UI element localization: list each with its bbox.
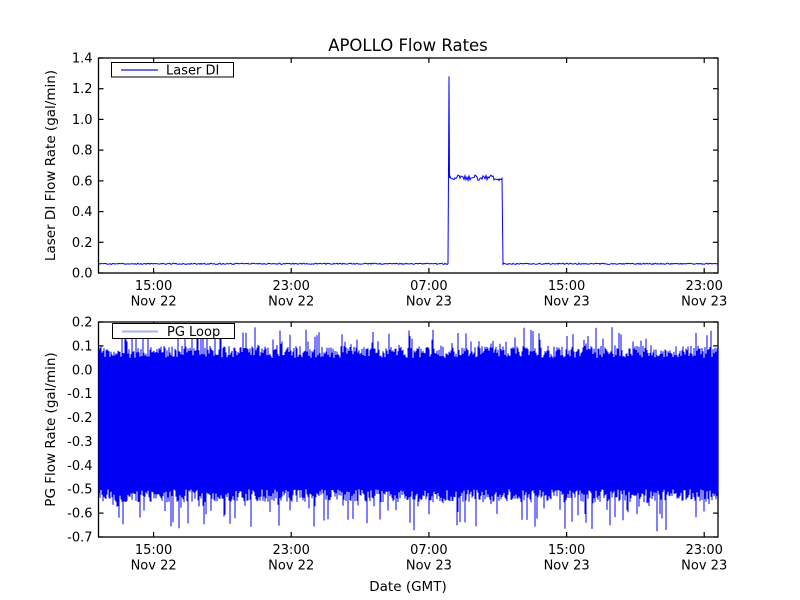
legend-label: PG Loop: [167, 325, 220, 340]
x-tick-time-label: 15:00: [548, 279, 585, 294]
x-tick-time-label: 15:00: [135, 543, 172, 558]
y-tick-label: 0.1: [72, 339, 93, 354]
y-tick-label: -0.2: [67, 411, 92, 426]
pg-loop-series: [98, 327, 719, 532]
y-tick-label: 1.2: [72, 82, 93, 97]
x-tick-time-label: 23:00: [685, 279, 722, 294]
x-tick-date-label: Nov 22: [131, 295, 177, 310]
y-tick-label: -0.6: [67, 507, 92, 522]
y-tick-label: 0.2: [72, 316, 93, 331]
x-tick-date-label: Nov 23: [406, 559, 452, 574]
x-tick-time-label: 15:00: [548, 543, 585, 558]
y-tick-label: -0.7: [67, 531, 92, 546]
x-tick-date-label: Nov 23: [681, 559, 727, 574]
legend-box: [112, 323, 235, 339]
x-tick-time-label: 07:00: [410, 279, 447, 294]
x-tick-date-label: Nov 23: [406, 295, 452, 310]
laser-di-line: [98, 76, 719, 266]
chart-title: APOLLO Flow Rates: [328, 36, 488, 55]
x-tick-time-label: 07:00: [410, 543, 447, 558]
y-tick-label: 1.4: [72, 52, 93, 67]
x-tick-date-label: Nov 22: [131, 559, 177, 574]
y-tick-label: -0.4: [67, 459, 92, 474]
y-tick-label: 0.4: [72, 205, 93, 220]
y-tick-label: -0.5: [67, 483, 92, 498]
pg-y-axis-label: PG Flow Rate (gal/min): [43, 352, 59, 506]
laser-di-series: [98, 76, 719, 266]
x-tick-date-label: Nov 23: [544, 559, 590, 574]
y-tick-label: 0.0: [72, 267, 93, 282]
legend-pg-loop: PG Loop: [112, 323, 235, 340]
x-tick-time-label: 23:00: [272, 279, 309, 294]
y-tick-label: 0.8: [72, 144, 93, 159]
legend-laser-di: Laser DI: [111, 62, 234, 79]
y-tick-label: 0.2: [72, 236, 93, 251]
legend-label: Laser DI: [166, 64, 219, 79]
x-tick-date-label: Nov 22: [268, 295, 314, 310]
y-tick-label: 0.6: [72, 174, 93, 189]
x-tick-date-label: Nov 23: [681, 295, 727, 310]
y-tick-label: 0.0: [72, 363, 93, 378]
y-tick-label: -0.3: [67, 435, 92, 450]
x-tick-time-label: 23:00: [272, 543, 309, 558]
pg-loop-noise-band: [98, 327, 719, 532]
x-tick-time-label: 15:00: [135, 279, 172, 294]
x-axis-label: Date (GMT): [369, 579, 446, 595]
x-tick-date-label: Nov 22: [268, 559, 314, 574]
laser-di-y-axis-label: Laser DI Flow Rate (gal/min): [43, 70, 59, 261]
axes-border: [97, 57, 719, 274]
legend-box: [111, 62, 234, 78]
y-tick-label: -0.1: [67, 387, 92, 402]
y-tick-label: 1.0: [72, 113, 93, 128]
x-tick-time-label: 23:00: [685, 543, 722, 558]
x-tick-date-label: Nov 23: [544, 295, 590, 310]
